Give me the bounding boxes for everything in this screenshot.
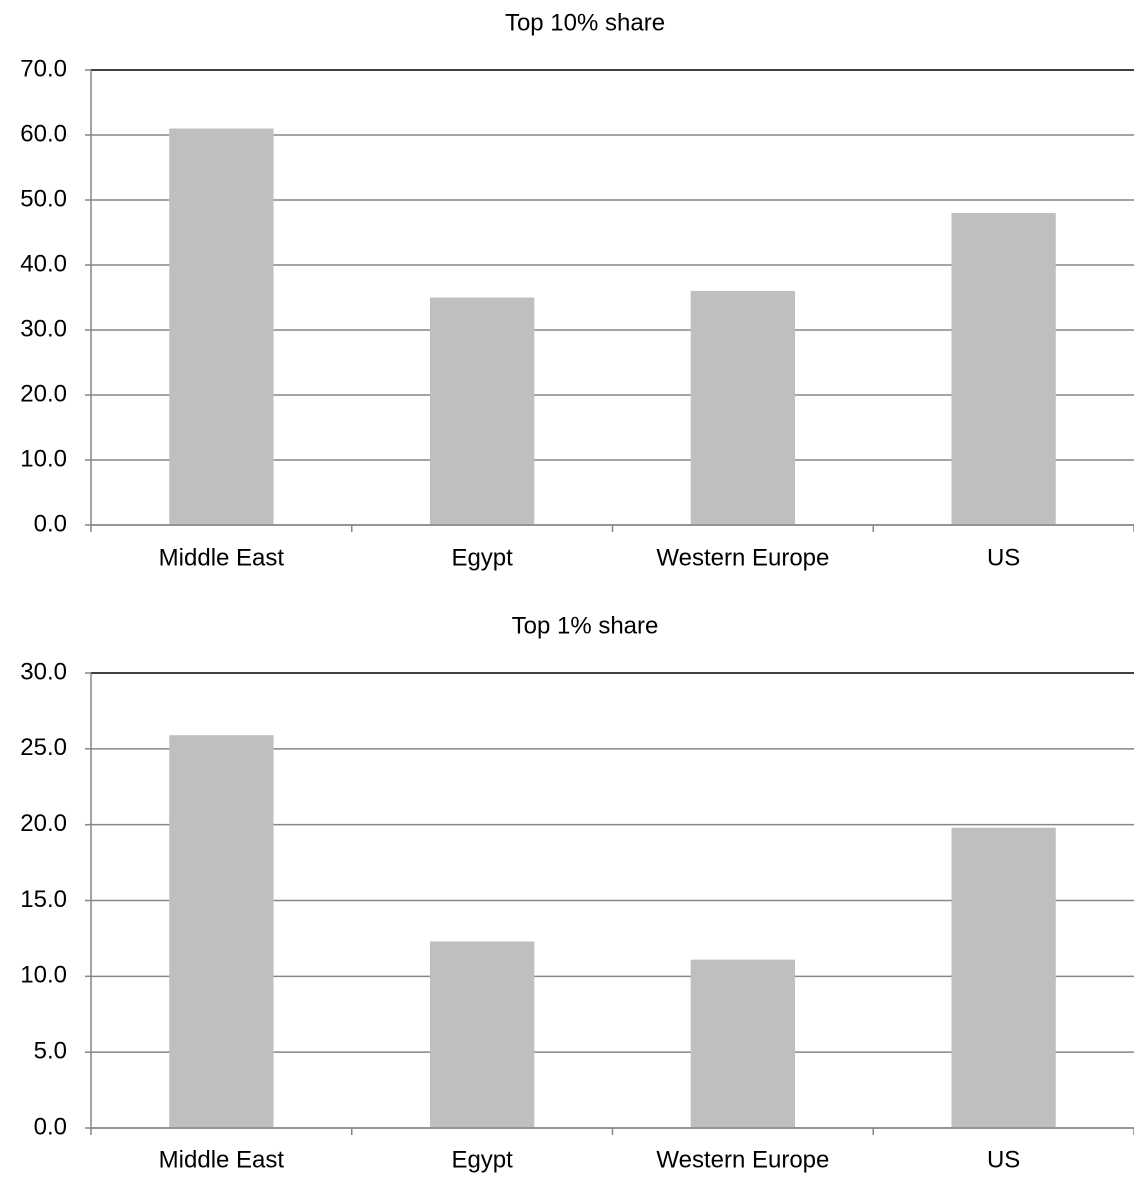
- x-tick-label: Middle East: [159, 544, 285, 571]
- y-tick-label: 30.0: [20, 658, 67, 685]
- y-tick-label: 50.0: [20, 185, 67, 212]
- y-tick-label: 0.0: [34, 510, 67, 537]
- y-tick-label: 40.0: [20, 250, 67, 277]
- x-tick-label: US: [987, 544, 1020, 571]
- bar: [429, 941, 535, 1128]
- bar: [429, 297, 535, 525]
- y-tick-label: 30.0: [20, 315, 67, 342]
- chart-title: Top 1% share: [512, 612, 659, 639]
- y-tick-label: 10.0: [20, 962, 67, 989]
- bar: [690, 291, 796, 525]
- bar: [951, 213, 1056, 525]
- chart-title: Top 10% share: [505, 9, 665, 36]
- y-tick-label: 25.0: [20, 734, 67, 761]
- y-tick-label: 20.0: [20, 380, 67, 407]
- y-tick-label: 0.0: [34, 1113, 67, 1140]
- y-tick-label: 10.0: [20, 445, 67, 472]
- x-tick-label: Western Europe: [656, 1146, 829, 1173]
- x-tick-label: Egypt: [451, 544, 513, 571]
- y-tick-label: 60.0: [20, 120, 67, 147]
- bar: [690, 959, 796, 1128]
- y-tick-label: 70.0: [20, 55, 67, 82]
- x-tick-label: Egypt: [451, 1146, 513, 1173]
- bar: [951, 827, 1056, 1128]
- bar: [169, 128, 274, 525]
- y-tick-label: 5.0: [34, 1038, 67, 1065]
- y-tick-label: 15.0: [20, 886, 67, 913]
- x-tick-label: Middle East: [159, 1146, 285, 1173]
- y-tick-label: 20.0: [20, 810, 67, 837]
- x-tick-label: US: [987, 1146, 1020, 1173]
- x-tick-label: Western Europe: [656, 544, 829, 571]
- bar: [169, 735, 274, 1128]
